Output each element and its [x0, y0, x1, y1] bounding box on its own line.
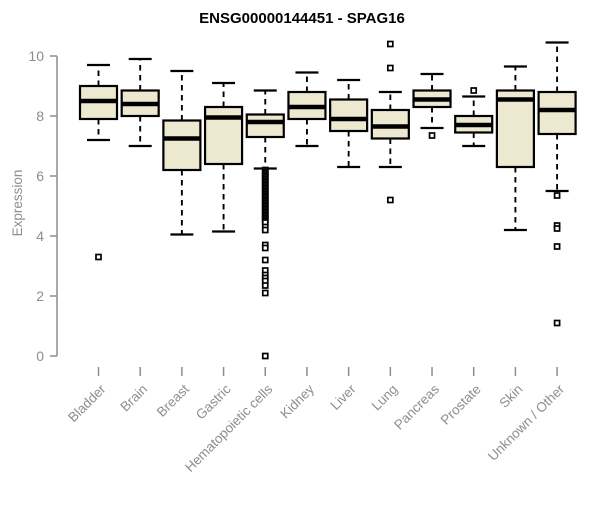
- x-tick-label: Gastric: [193, 381, 234, 422]
- outlier-point: [553, 192, 561, 199]
- x-tick-label: Lung: [369, 382, 401, 414]
- outlier-point: [95, 253, 102, 261]
- x-tick-label: Skin: [496, 382, 525, 411]
- iqr-box: [162, 119, 202, 172]
- y-axis: 0 2 4 6 8 10: [28, 48, 58, 364]
- outlier-point: [261, 244, 269, 252]
- outlier-point: [261, 256, 269, 264]
- outlier-point: [553, 319, 561, 327]
- outlier-point: [261, 226, 269, 234]
- outlier-point: [553, 243, 561, 250]
- box-group: [203, 81, 244, 233]
- box-group: [287, 71, 327, 148]
- outlier-point: [553, 225, 561, 232]
- box-group: [412, 72, 452, 139]
- outlier-point: [386, 40, 394, 48]
- outlier-point: [428, 132, 436, 139]
- box-group: [120, 57, 160, 148]
- box-group: [329, 78, 369, 169]
- outlier-point: [386, 64, 394, 72]
- x-tick-label: Liver: [327, 381, 359, 413]
- y-tick-label: 10: [28, 48, 44, 64]
- outlier-point: [261, 352, 269, 360]
- iqr-box: [245, 113, 285, 139]
- y-axis-label: Expression: [10, 170, 25, 237]
- box-group: [162, 69, 202, 236]
- iqr-box: [329, 98, 369, 133]
- y-tick-label: 0: [36, 348, 44, 364]
- x-tick-label: Unknown / Other: [485, 381, 568, 464]
- outlier-point: [261, 282, 269, 289]
- y-tick-label: 2: [36, 288, 44, 304]
- box-group: [370, 40, 410, 204]
- x-tick-label: Bladder: [65, 381, 109, 425]
- chart-title: ENSG00000144451 - SPAG16: [199, 10, 405, 27]
- box-group: [245, 89, 285, 360]
- box-group: [454, 87, 494, 148]
- iqr-box: [495, 89, 535, 169]
- outlier-point: [470, 87, 478, 94]
- x-tick-label: Pancreas: [391, 381, 442, 432]
- outlier-point: [386, 196, 394, 204]
- outlier-point: [261, 289, 269, 297]
- x-tick-label: Brain: [117, 382, 150, 415]
- y-tick-label: 4: [36, 228, 44, 244]
- y-tick-label: 8: [36, 108, 44, 124]
- x-tick-label: Prostate: [438, 382, 484, 428]
- x-tick-label: Kidney: [277, 381, 317, 421]
- box-series: [78, 40, 577, 360]
- y-tick-label: 6: [36, 168, 44, 184]
- box-group: [78, 63, 119, 261]
- box-group: [537, 41, 577, 327]
- x-tick-label: Breast: [154, 381, 192, 419]
- iqr-box: [537, 90, 577, 136]
- box-group: [495, 65, 535, 232]
